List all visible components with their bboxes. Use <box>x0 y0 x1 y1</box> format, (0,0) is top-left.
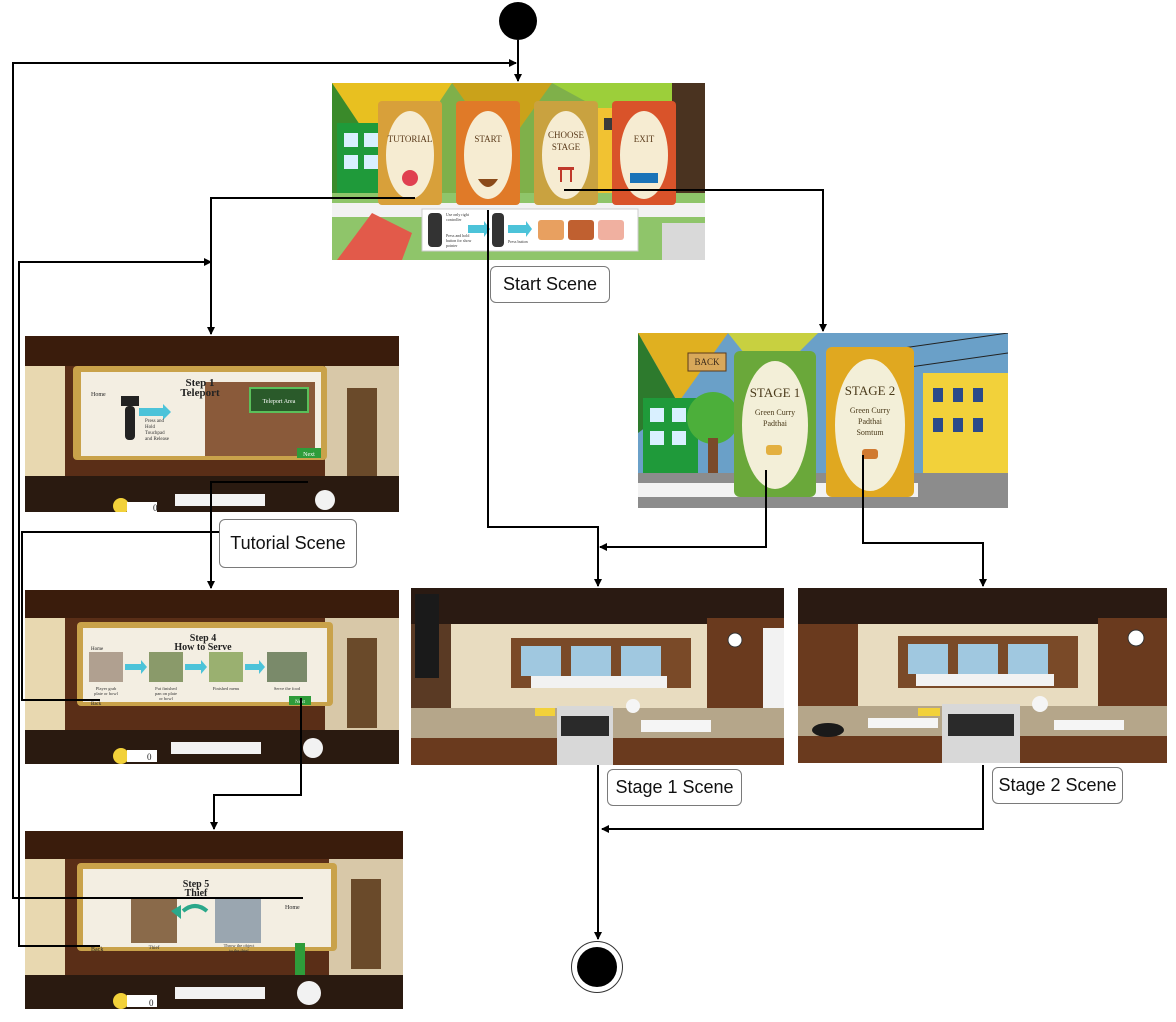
tutorial5-caption-2b: to the thief <box>229 948 249 953</box>
instruction-b-line3: pointer <box>446 243 458 248</box>
tutorial4-caption-1b: plate or bowl <box>94 691 118 696</box>
home-button-label[interactable]: Home <box>91 392 106 398</box>
final-node-dot <box>577 947 617 987</box>
stage2-menu-line2: Padthai <box>858 417 883 426</box>
next-button-label[interactable]: Next <box>295 700 305 705</box>
final-node <box>571 941 623 993</box>
tutorial-step1-screenshot: Teleport Area Step 1 Teleport Home Press… <box>25 336 399 512</box>
back-button-label[interactable]: Back <box>91 947 103 953</box>
tutorial4-name: How to Serve <box>174 642 232 653</box>
start-banner-label[interactable]: START <box>474 134 502 144</box>
stage2-scene-caption: Stage 2 Scene <box>992 767 1123 804</box>
tutorial5-name: Thief <box>185 888 208 899</box>
tutorial-step4-screenshot: Step 4 How to Serve Home Player grab pla… <box>25 590 399 764</box>
tutorial5-caption-1: Thief <box>149 946 160 951</box>
stage2-menu-line1: Green Curry <box>850 406 890 415</box>
tutorial-step5-screenshot: Step 5 Thief Home Thief Throw the object… <box>25 831 403 1009</box>
exit-banner-label[interactable]: EXIT <box>634 134 655 144</box>
stage1-scene-caption: Stage 1 Scene <box>607 769 742 806</box>
tutorial1-instruction-3: Touchpad <box>145 431 165 436</box>
stage1-menu-line1: Green Curry <box>755 408 795 417</box>
tutorial-banner-label[interactable]: TUTORIAL <box>388 134 433 144</box>
back-button-label[interactable]: BACK <box>694 357 720 367</box>
initial-node <box>499 2 537 40</box>
stage1-title[interactable]: STAGE 1 <box>750 385 801 400</box>
tutorial1-instruction-4: and Release <box>145 437 170 442</box>
tutorial1-name: Teleport <box>180 387 220 399</box>
instruction-a-line2: controller <box>446 217 462 222</box>
choose-stage-banner-label-2[interactable]: STAGE <box>552 142 581 152</box>
tutorial1-instruction-1: Press and <box>145 419 165 424</box>
stage1-scene-screenshot <box>411 588 784 765</box>
home-button-label[interactable]: Home <box>91 647 104 652</box>
next-button-label[interactable]: Next <box>303 452 315 458</box>
back-button-label[interactable]: Back <box>91 702 102 707</box>
coin-count: 0 <box>147 752 152 762</box>
instruction-c: Press button <box>508 239 528 244</box>
start-scene-caption: Start Scene <box>490 266 610 303</box>
tutorial1-instruction-2: Hold <box>145 425 156 430</box>
tutorial4-caption-2c: or bowl <box>159 696 174 701</box>
stage-select-screenshot: BACK STAGE 1 Green Curry Padthai STAGE 2… <box>638 333 1008 508</box>
home-button-label[interactable]: Home <box>285 905 300 911</box>
tutorial4-caption-4: Serve the food <box>274 686 301 691</box>
choose-stage-banner-label-1[interactable]: CHOOSE <box>548 130 585 140</box>
tutorial5-caption-2a: Throw the object <box>224 943 255 948</box>
teleport-area-label: Teleport Area <box>263 399 296 405</box>
tutorial4-caption-3: Finished menu <box>213 686 240 691</box>
stage2-title[interactable]: STAGE 2 <box>845 383 896 398</box>
stage2-scene-screenshot <box>798 588 1167 763</box>
tutorial-scene-caption: Tutorial Scene <box>219 519 357 568</box>
coin-count: 0 <box>149 998 154 1008</box>
stage1-menu-line2: Padthai <box>763 419 788 428</box>
stage2-menu-line3: Somtum <box>856 428 884 437</box>
coin-count: 0 <box>153 503 158 512</box>
start-scene-screenshot: TUTORIAL START CHOOSE STAGE EXIT Use onl… <box>332 83 705 260</box>
